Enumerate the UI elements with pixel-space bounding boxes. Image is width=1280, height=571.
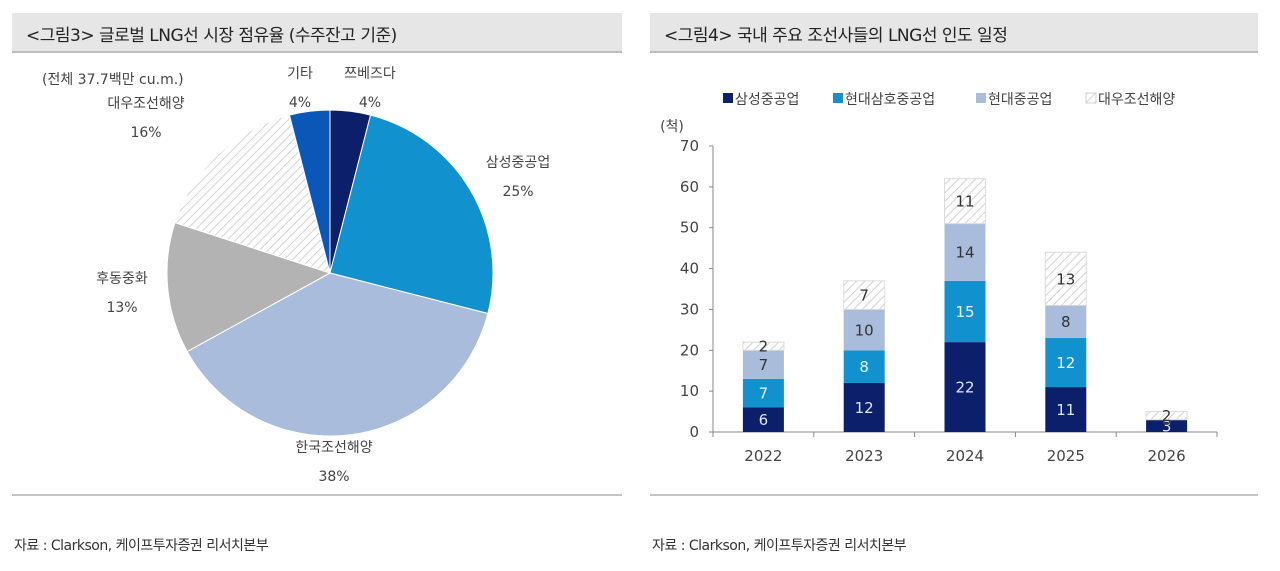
y-tick-label-6: 60: [680, 178, 699, 196]
bar-2022-series-2: [742, 350, 784, 379]
right-source-note: 자료 : Clarkson, 케이프투자증권 리서치본부: [652, 538, 907, 554]
y-tick-label-2: 20: [680, 341, 699, 359]
pie-slice-label-0: 쯔베즈다: [344, 66, 396, 82]
pie-slice-1: [329, 114, 494, 315]
bar-2022-series-0: [742, 407, 784, 432]
bar-2024-series-0: [944, 342, 986, 432]
bar-value-label-2022-series-1: 7: [759, 385, 769, 403]
bar-2024-series-2: [944, 223, 986, 281]
bar-value-label-2023-series-1: 8: [859, 358, 869, 376]
pie-slice-value-1: 25%: [502, 184, 533, 200]
pie-slice-label-5: 기타: [287, 66, 313, 82]
left-source-note: 자료 : Clarkson, 케이프투자증권 리서치본부: [14, 538, 269, 554]
bar-value-label-2022-series-3: 2: [759, 338, 769, 356]
x-tick-label-1: 2023: [845, 447, 883, 465]
pie-slice-4: [174, 114, 331, 274]
right-chart-title-bar: <그림4> 국내 주요 조선사들의 LNG선 인도 일정: [650, 13, 1258, 53]
pie-slice-3: [166, 221, 332, 353]
legend-label-0: 삼성중공업: [735, 92, 799, 108]
legend-label-2: 현대중공업: [988, 92, 1052, 108]
x-tick-label-2: 2024: [946, 447, 984, 465]
bar-2023-series-3: [843, 280, 886, 310]
bar-value-label-2025-series-1: 12: [1056, 354, 1075, 372]
pie-slice-value-4: 16%: [130, 125, 161, 141]
bar-value-label-2025-series-3: 13: [1056, 270, 1075, 288]
y-tick-label-4: 40: [680, 260, 699, 278]
y-tick-label-3: 30: [680, 300, 699, 318]
bar-2025-series-2: [1045, 305, 1087, 339]
bar-value-label-2025-series-0: 11: [1056, 401, 1075, 419]
y-tick-label-5: 50: [680, 219, 699, 237]
bar-value-label-2022-series-0: 6: [759, 411, 769, 429]
bar-value-label-2024-series-0: 22: [955, 379, 974, 397]
pie-slice-2: [186, 272, 489, 437]
bar-value-label-2023-series-0: 12: [855, 399, 874, 417]
pie-slice-label-3: 후동중화: [96, 271, 148, 287]
bar-value-label-2022-series-2: 7: [759, 356, 769, 374]
pie-slice-5: [288, 109, 331, 274]
pie-slice-label-2: 한국조선해양: [295, 440, 372, 456]
pie-slice-value-5: 4%: [289, 95, 311, 111]
x-tick-label-3: 2025: [1047, 447, 1085, 465]
y-tick-label-1: 10: [680, 382, 699, 400]
pie-slice-value-3: 13%: [106, 300, 137, 316]
bar-2024-series-3: [944, 178, 986, 225]
bar-2026-series-0: [1146, 419, 1188, 432]
bar-2023-series-0: [843, 382, 885, 432]
left-chart-title-bar: <그림3> 글로벌 LNG선 시장 점유율 (수주잔고 기준): [12, 13, 622, 53]
y-tick-label-0: 0: [689, 423, 699, 441]
x-tick-label-4: 2026: [1148, 447, 1186, 465]
left-chart-title: <그림3> 글로벌 LNG선 시장 점유율 (수주잔고 기준): [26, 26, 397, 46]
pie-chart: 쯔베즈다 4% 삼성중공업 25% 한국조선해양 38% 후동중화 13% 대우조선해양 16% 기…: [96, 66, 550, 485]
bar-2022-series-3: [742, 341, 785, 351]
legend-label-3: 대우조선해양: [1098, 92, 1175, 108]
bar-value-label-2023-series-3: 7: [859, 287, 869, 305]
stacked-bar-chart: 삼성중공업 현대삼호중공업 현대중공업 대우조선해양 (척) 0 10 20 30 40 50 60 7…: [660, 92, 1218, 465]
bar-2023-series-2: [843, 309, 885, 351]
bar-value-label-2024-series-3: 11: [955, 193, 974, 211]
y-tick-label-7: 70: [680, 137, 699, 155]
legend-swatch-1: [833, 93, 843, 103]
x-tick-label-0: 2022: [744, 447, 782, 465]
legend-swatch-2: [976, 93, 986, 103]
bar-2026-series-3: [1145, 411, 1188, 421]
bar-value-label-2024-series-2: 14: [955, 244, 974, 262]
legend-label-1: 현대삼호중공업: [845, 92, 935, 108]
right-chart-title: <그림4> 국내 주요 조선사들의 LNG선 인도 일정: [664, 26, 1008, 46]
pie-slice-label-1: 삼성중공업: [486, 155, 550, 171]
pie-slice-label-4: 대우조선해양: [107, 96, 184, 112]
bar-value-label-2024-series-1: 15: [955, 303, 974, 321]
bar-2025-series-1: [1045, 338, 1087, 388]
pie-slice-value-0: 4%: [359, 95, 381, 111]
bar-2025-series-0: [1045, 387, 1087, 432]
right-divider: [650, 494, 1258, 496]
legend-swatch-0: [723, 93, 733, 103]
bar-value-label-2025-series-2: 8: [1061, 313, 1071, 331]
bar-2025-series-3: [1044, 251, 1087, 306]
bar-2022-series-1: [742, 378, 784, 408]
pie-slice-value-2: 38%: [318, 469, 349, 485]
pie-total-annotation: (전체 37.7백만 cu.m.): [42, 72, 184, 88]
bar-value-label-2026-series-0: 3: [1162, 417, 1172, 435]
legend-swatch-3: [1085, 92, 1097, 104]
bar-2024-series-1: [944, 280, 986, 343]
y-axis-unit-label: (척): [660, 119, 684, 135]
bar-value-label-2026-series-3: 2: [1162, 407, 1172, 425]
left-divider: [12, 494, 622, 496]
bar-2023-series-1: [843, 350, 885, 383]
bar-value-label-2023-series-2: 10: [855, 321, 874, 339]
